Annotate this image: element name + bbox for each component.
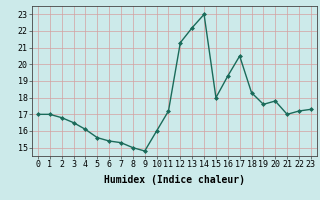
X-axis label: Humidex (Indice chaleur): Humidex (Indice chaleur) <box>104 175 245 185</box>
